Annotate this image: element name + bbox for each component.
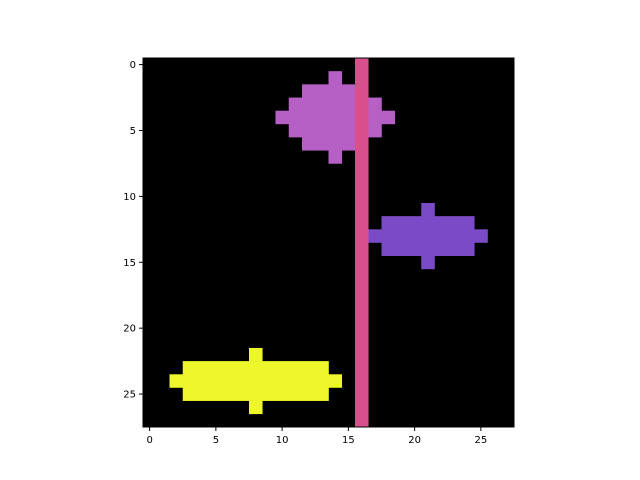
- y-tick-label: 5: [130, 126, 136, 137]
- pink-bar-row-25: [355, 387, 369, 401]
- purple-cross-row-11: [421, 202, 435, 217]
- x-tick-label: 0: [146, 435, 152, 446]
- y-tick-label: 15: [123, 258, 136, 269]
- pink-bar-row-8: [355, 163, 369, 177]
- magenta-cross-row-1: [328, 71, 343, 85]
- purple-cross-row-12: [381, 216, 475, 230]
- pink-bar-row-23: [355, 361, 369, 375]
- pink-bar-row-16: [355, 268, 369, 283]
- pink-bar-row-26: [355, 400, 369, 415]
- pink-bar-row-5: [355, 123, 369, 138]
- pink-bar-row-18: [355, 295, 369, 309]
- pink-bar-row-7: [355, 150, 369, 164]
- pink-bar-row-22: [355, 347, 369, 362]
- pink-bar-row-24: [355, 374, 369, 388]
- y-tick-label: 20: [123, 324, 136, 335]
- pink-bar-row-10: [355, 189, 369, 204]
- yellow-cross-row-24: [169, 374, 343, 388]
- pink-bar-row-19: [355, 308, 369, 322]
- pink-bar-row-15: [355, 255, 369, 270]
- pink-bar-row-1: [355, 71, 369, 85]
- x-tick-label: 5: [213, 435, 219, 446]
- purple-cross-row-15: [421, 255, 435, 270]
- pink-bar-row-17: [355, 282, 369, 296]
- pink-bar-row-20: [355, 321, 369, 336]
- y-tick-label: 25: [123, 390, 136, 401]
- pink-bar-row-6: [355, 137, 369, 151]
- pink-bar-row-21: [355, 334, 369, 349]
- pink-bar-row-4: [355, 110, 369, 125]
- yellow-cross-row-23: [182, 361, 329, 375]
- magenta-cross-row-7: [328, 150, 343, 164]
- yellow-cross-row-25: [182, 387, 329, 401]
- pink-bar-row-11: [355, 202, 369, 217]
- heatmap-cells: [169, 58, 488, 428]
- y-tick-label: 10: [123, 192, 136, 203]
- pink-bar-row-2: [355, 84, 369, 98]
- yellow-cross-row-22: [249, 347, 263, 362]
- yellow-cross-row-26: [249, 400, 263, 415]
- pink-bar-row-9: [355, 176, 369, 191]
- pink-bar-row-27: [355, 413, 369, 428]
- purple-cross-row-13: [368, 229, 488, 243]
- purple-cross-row-14: [381, 242, 475, 256]
- pink-bar-row-13: [355, 229, 369, 243]
- magenta-cross-row-6: [302, 137, 356, 151]
- x-axis: 0 5 10 15 20 25: [146, 427, 487, 446]
- pink-bar-row-14: [355, 242, 369, 256]
- pink-bar-row-12: [355, 216, 369, 230]
- pink-bar-row-0: [355, 58, 369, 72]
- x-tick-label: 25: [475, 435, 488, 446]
- y-tick-label: 0: [130, 60, 136, 71]
- pink-bar-row-3: [355, 97, 369, 112]
- magenta-cross-row-2: [302, 84, 356, 98]
- magenta-cross-row-4: [275, 110, 396, 125]
- y-axis: 0 5 10 15 20 25: [123, 60, 143, 401]
- plot-frame: [142, 57, 515, 428]
- x-tick-label: 15: [342, 435, 355, 446]
- x-tick-label: 20: [408, 435, 421, 446]
- x-tick-label: 10: [276, 435, 289, 446]
